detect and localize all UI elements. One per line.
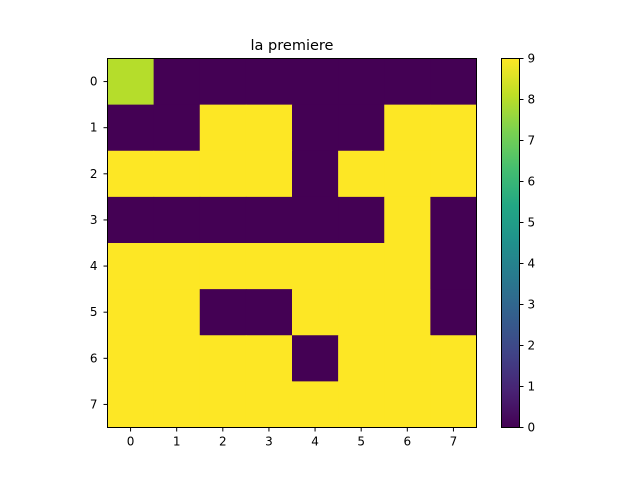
heatmap-cell-r3-c6 (384, 196, 431, 244)
x-axis: 0 1 2 3 4 5 6 7 (127, 427, 458, 449)
heatmap-cell-r0-c6 (384, 58, 431, 106)
x-tick-label: 5 (357, 435, 365, 449)
y-tick-label: 3 (90, 213, 98, 227)
colorbar-tick-label: 7 (528, 134, 536, 148)
colorbar-axis: 0 1 2 3 4 5 6 7 8 9 (519, 52, 536, 435)
y-tick-label: 1 (90, 121, 98, 135)
heatmap-cell-r7-c3 (245, 381, 293, 428)
heatmap-cell-r2-c1 (153, 150, 201, 198)
heatmap-cell-r5-c4 (292, 289, 339, 336)
heatmap-cell-r2-c7 (430, 150, 477, 198)
heatmap-cell-r0-c1 (153, 58, 201, 106)
heatmap-cell-r1-c5 (338, 104, 385, 152)
y-tick-label: 0 (90, 75, 98, 89)
heatmap-cell-r6-c5 (338, 335, 385, 382)
heatmap-cell-r7-c5 (338, 381, 385, 428)
heatmap-cell-r3-c0 (107, 196, 155, 244)
heatmap-cell-r2-c5 (338, 150, 385, 198)
heatmap-cell-r5-c2 (199, 289, 247, 336)
heatmap-cell-r2-c2 (199, 150, 247, 198)
heatmap-cell-r6-c1 (153, 335, 201, 382)
heatmap-cell-r1-c6 (384, 104, 431, 152)
heatmap-cell-r0-c3 (245, 58, 293, 106)
x-tick-label: 1 (173, 435, 181, 449)
colorbar-tick-label: 9 (528, 52, 536, 66)
heatmap-cell-r7-c0 (107, 381, 155, 428)
y-tick-label: 4 (90, 259, 98, 273)
heatmap-cell-r4-c0 (107, 243, 155, 290)
x-tick-label: 3 (265, 435, 273, 449)
colorbar-tick-label: 5 (528, 216, 536, 230)
heatmap-cell-r6-c0 (107, 335, 155, 382)
colorbar-tick-label: 2 (528, 339, 536, 353)
heatmap-cell-r4-c2 (199, 243, 247, 290)
heatmap-cell-r7-c4 (292, 381, 339, 428)
heatmap-cell-r5-c6 (384, 289, 431, 336)
y-tick-label: 6 (90, 351, 98, 365)
heatmap-cell-r2-c4 (292, 150, 339, 198)
y-axis: 0 1 2 3 4 5 6 7 (90, 75, 108, 411)
heatmap-cell-r1-c4 (292, 104, 339, 152)
heatmap-cell-r0-c4 (292, 58, 339, 106)
heatmap-cell-r7-c6 (384, 381, 431, 428)
heatmap-cell-r7-c7 (430, 381, 477, 428)
heatmap-cell-r5-c7 (430, 289, 477, 336)
heatmap-cell-r1-c7 (430, 104, 477, 152)
colorbar-tick-label: 1 (528, 380, 536, 394)
heatmap-cell-r6-c2 (199, 335, 247, 382)
y-tick-label: 2 (90, 167, 98, 181)
heatmap-cell-r4-c4 (292, 243, 339, 290)
y-tick-label: 7 (90, 397, 98, 411)
heatmap-cell-r2-c6 (384, 150, 431, 198)
heatmap-cell-r5-c5 (338, 289, 385, 336)
colorbar-tick-label: 8 (528, 93, 536, 107)
heatmap-cell-r7-c2 (199, 381, 247, 428)
y-tick-label: 5 (90, 305, 98, 319)
heatmap-cell-r0-c5 (338, 58, 385, 106)
heatmap-cells (107, 58, 477, 428)
colorbar-tick-label: 4 (528, 257, 536, 271)
heatmap-cell-r0-c7 (430, 58, 477, 106)
heatmap-cell-r3-c2 (199, 196, 247, 244)
x-tick-label: 7 (450, 435, 458, 449)
heatmap-cell-r6-c3 (245, 335, 293, 382)
heatmap-cell-r0-c2 (199, 58, 247, 106)
colorbar (501, 58, 520, 428)
heatmap-cell-r0-c0 (107, 58, 155, 106)
heatmap-cell-r1-c1 (153, 104, 201, 152)
heatmap-cell-r6-c7 (430, 335, 477, 382)
heatmap-cell-r4-c5 (338, 243, 385, 290)
heatmap-cell-r3-c1 (153, 196, 201, 244)
colorbar-tick-label: 3 (528, 298, 536, 312)
heatmap-cell-r3-c3 (245, 196, 293, 244)
heatmap-cell-r2-c3 (245, 150, 293, 198)
x-tick-label: 2 (219, 435, 227, 449)
heatmap-cell-r4-c6 (384, 243, 431, 290)
heatmap-cell-r3-c5 (338, 196, 385, 244)
chart-title: la premiere (251, 38, 334, 54)
heatmap-cell-r3-c4 (292, 196, 339, 244)
colorbar-tick-label: 6 (528, 175, 536, 189)
heatmap-cell-r5-c3 (245, 289, 293, 336)
heatmap-cell-r6-c4 (292, 335, 339, 382)
heatmap-cell-r4-c7 (430, 243, 477, 290)
heatmap-cell-r7-c1 (153, 381, 201, 428)
colorbar-tick-label: 0 (528, 421, 536, 435)
heatmap-cell-r1-c0 (107, 104, 155, 152)
heatmap-frame (107, 58, 477, 428)
heatmap-cell-r4-c3 (245, 243, 293, 290)
x-tick-label: 0 (127, 435, 135, 449)
heatmap-cell-r3-c7 (430, 196, 477, 244)
heatmap-cell-r4-c1 (153, 243, 201, 290)
heatmap-cell-r1-c2 (199, 104, 247, 152)
heatmap-cell-r5-c0 (107, 289, 155, 336)
heatmap-cell-r5-c1 (153, 289, 201, 336)
x-tick-label: 4 (311, 435, 319, 449)
heatmap-cell-r2-c0 (107, 150, 155, 198)
heatmap-cell-r1-c3 (245, 104, 293, 152)
heatmap-cell-r6-c6 (384, 335, 431, 382)
x-tick-label: 6 (403, 435, 411, 449)
